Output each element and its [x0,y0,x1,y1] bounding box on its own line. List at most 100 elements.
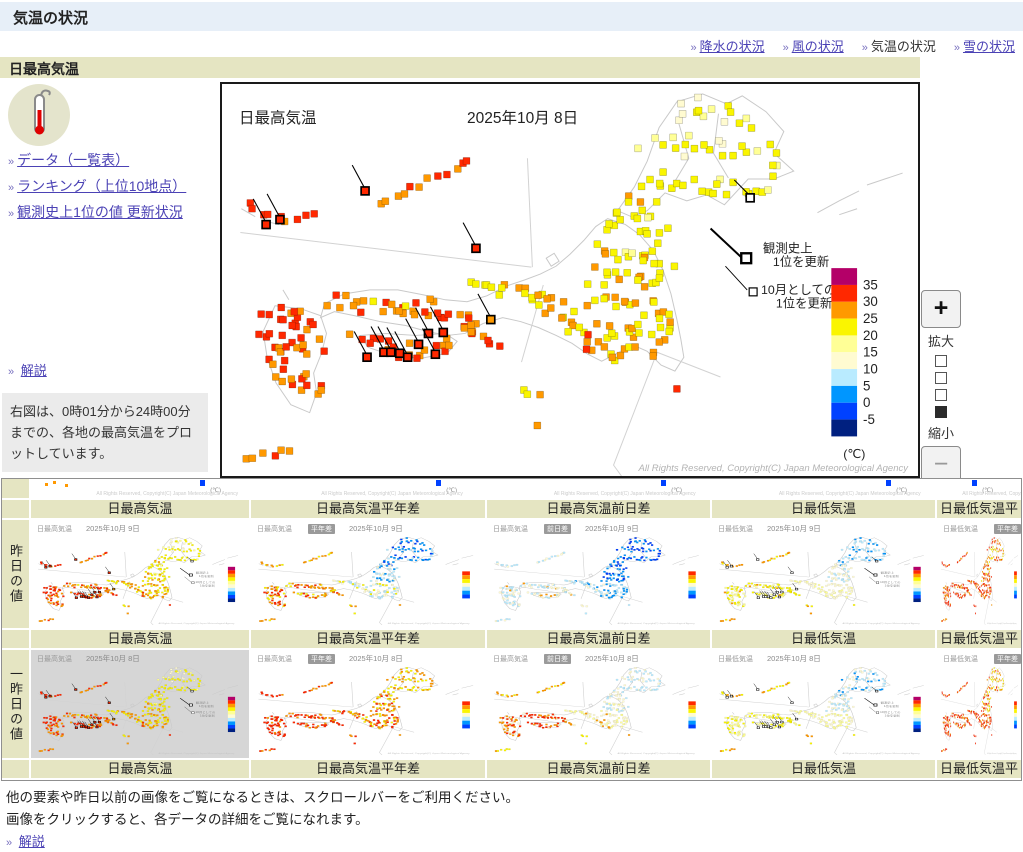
svg-text:10: 10 [863,362,878,377]
thumbnail-header: 日最高気温 前日差 2025年10月 8日 [493,653,639,664]
column-header-1: 日最高気温平年差 [251,630,485,648]
svg-text:All Rights Reserved, Copyright: All Rights Reserved, Copyright(C) Japan … [616,622,696,625]
mini-map: All Rights Reserved, Copyright(C) Japan … [494,667,699,755]
mini-scale-unit: (℃) [210,488,221,494]
map-copyright: All Rights Reserved, Copyright(C) Japan … [638,463,908,474]
svg-text:35: 35 [863,277,878,292]
column-header-2: 日最高気温前日差 [487,760,710,778]
title-bar: 気温の状況 [0,2,1023,31]
svg-text:1位を更新: 1位を更新 [776,296,832,311]
thumbnail-clipped-4[interactable]: (℃)All Rights Reserved, Copyright(C) Jap… [937,479,1021,498]
arrow-icon: » [8,366,15,378]
svg-text:1位を更新: 1位を更新 [200,713,215,717]
mini-scale-fragment [200,480,205,486]
temperature-map[interactable]: 観測史上 1位を更新 10月としての 1位を更新 35 30 25 20 15 10 5 0 -5 (℃)… [220,82,920,478]
nav-item-1: » 風の状況 [783,36,844,56]
svg-text:(℃): (℃) [843,447,865,461]
sidebar-item-2: » 観測史上1位の値 更新状況 [8,200,218,226]
thumbnail-0-3[interactable]: 日最低気温 2025年10月 9日観測史上 1位を更新 10月としての 1位を更新 All… [712,520,935,628]
page-title: 気温の状況 [13,10,89,27]
thumbnail-badge: 平年差 [308,653,335,664]
shrink-label: 縮小 [927,426,954,441]
arrow-icon: » [690,42,697,54]
thumbnail-0-0[interactable]: 日最高気温 2025年10月 9日 観測史上 1位を更新 10月としての 1位を更新 All… [31,520,249,628]
zoom-in-button[interactable]: + [921,290,961,328]
thumbnail-clipped-0[interactable]: (℃) All Rights Reserved, Copyright(C) Jap… [31,479,249,498]
column-header-1: 日最高気温平年差 [251,500,485,518]
grid-label-spacer [2,500,29,518]
row-label-0: 昨日の値 [2,520,29,628]
thumbnail-clipped-3[interactable]: (℃) All Rights Reserved, Copyright(C) Jap… [712,479,935,498]
arrow-icon: » [8,156,15,168]
zoom-level-box-3[interactable] [935,389,947,401]
row-label-1: 一昨日の値 [2,650,29,758]
mini-map: All Rights Reserved, Copyright(C) Japan … [258,667,474,755]
svg-text:観測史上: 観測史上 [196,700,209,704]
svg-text:All Rights Reserved, Copyright: All Rights Reserved, Copyright(C) Japan … [841,752,921,755]
thumbnail-date: 2025年10月 8日 [767,654,821,663]
arrow-icon: » [8,208,15,220]
nav-link-0[interactable]: 降水の状況 [699,39,765,54]
svg-text:10月としての: 10月としての [761,283,836,297]
thumbnail-header: 日最高気温 平年差 2025年10月 8日 [257,653,403,664]
thumbnail-clipped-1[interactable]: (℃) All Rights Reserved, Copyright(C) Jap… [251,479,485,498]
mini-copyright: All Rights Reserved, Copyright(C) Japan … [962,491,1021,497]
mini-scale-fragment [972,480,977,486]
thumbnail-0-1[interactable]: 日最高気温 平年差 2025年10月 9日 All Rights Reserved, … [251,520,485,628]
thumbnail-badge: 前日差 [544,523,571,534]
sidebar-item-0: » データ（一覧表） [8,148,218,174]
svg-text:All Rights Reserved, Copyright: All Rights Reserved, Copyright(C) Japan … [841,622,921,625]
nav-link-3[interactable]: 雪の状況 [962,39,1015,54]
sidebar-link-2[interactable]: 観測史上1位の値 更新状況 [17,204,183,220]
svg-text:All Rights Reserved, Copyright: All Rights Reserved, Copyright(C) Japan … [157,752,235,755]
thumbnail-clipped-2[interactable]: (℃) All Rights Reserved, Copyright(C) Jap… [487,479,710,498]
zoom-level-box-2[interactable] [935,372,947,384]
arrow-icon: » [6,837,13,849]
mini-map: All Rights Reserved, Copyright(C) Japan … [940,667,1019,755]
svg-text:10月としての: 10月としての [195,710,215,714]
thumbnail-header: 日最低気温 2025年10月 9日 [718,523,821,534]
thumbnail-header: 日最低気温平年差2025年10月 9日 [943,523,1021,534]
svg-text:5: 5 [863,378,870,393]
sidebar-link-1[interactable]: ランキング（上位10地点） [17,178,187,194]
column-header-1: 日最高気温平年差 [251,760,485,778]
thumbnail-1-0[interactable]: 日最高気温 2025年10月 8日 観測史上 1位を更新 10月としての 1位を更新 All… [31,650,249,758]
svg-text:10月としての: 10月としての [195,580,215,584]
thumbnail-1-1[interactable]: 日最高気温 平年差 2025年10月 8日 All Rights Reserved, … [251,650,485,758]
footer-note-2: 画像をクリックすると、各データの詳細をご覧になれます。 [6,812,369,827]
mini-scale-fragment [886,480,891,486]
zoom-panel: + 拡大 縮小 − [920,290,962,482]
footer-kaisetsu-link[interactable]: 解説 [18,834,45,849]
thumbnail-1-3[interactable]: 日最低気温 2025年10月 8日 観測史上 1位を更新 10月としての 1位を更新 All… [712,650,935,758]
thumbnail-header: 日最高気温 平年差 2025年10月 9日 [257,523,403,534]
mini-scale-unit: (℃) [446,488,457,494]
kaisetsu-link[interactable]: 解説 [20,363,47,378]
thumbnail-1-2[interactable]: 日最高気温 前日差 2025年10月 8日 All Rights Reserved, … [487,650,710,758]
zoom-level-box-4[interactable] [935,406,947,418]
thumbnail-title: 日最低気温 [943,525,978,533]
sidebar-item-1: » ランキング（上位10地点） [8,174,218,200]
zoom-out-button[interactable]: − [921,446,961,482]
thumbnail-title: 日最高気温 [493,525,528,533]
zoom-level-box-1[interactable] [935,355,947,367]
section-title: 日最高気温 [9,61,79,77]
grid-label-spacer [2,760,29,778]
mini-scale-unit: (℃) [982,488,993,494]
nav-link-1[interactable]: 風の状況 [791,39,844,54]
column-header-0: 日最高気温 [31,630,249,648]
column-header-2: 日最高気温前日差 [487,500,710,518]
thumbnail-0-2[interactable]: 日最高気温 前日差 2025年10月 9日 All Rights Reserved, … [487,520,710,628]
svg-text:1位を更新: 1位を更新 [200,583,215,587]
svg-text:25: 25 [863,311,878,326]
svg-text:20: 20 [863,328,878,343]
thumbnail-date: 2025年10月 9日 [86,524,140,533]
svg-text:観測史上: 観測史上 [881,570,894,574]
sidebar-link-0[interactable]: データ（一覧表） [17,152,130,168]
thumbnail-date: 2025年10月 9日 [767,524,821,533]
thumbnail-header: 日最高気温 前日差 2025年10月 9日 [493,523,639,534]
svg-text:All Rights Reserved, Copyright: All Rights Reserved, Copyright(C) Japan … [157,622,235,625]
